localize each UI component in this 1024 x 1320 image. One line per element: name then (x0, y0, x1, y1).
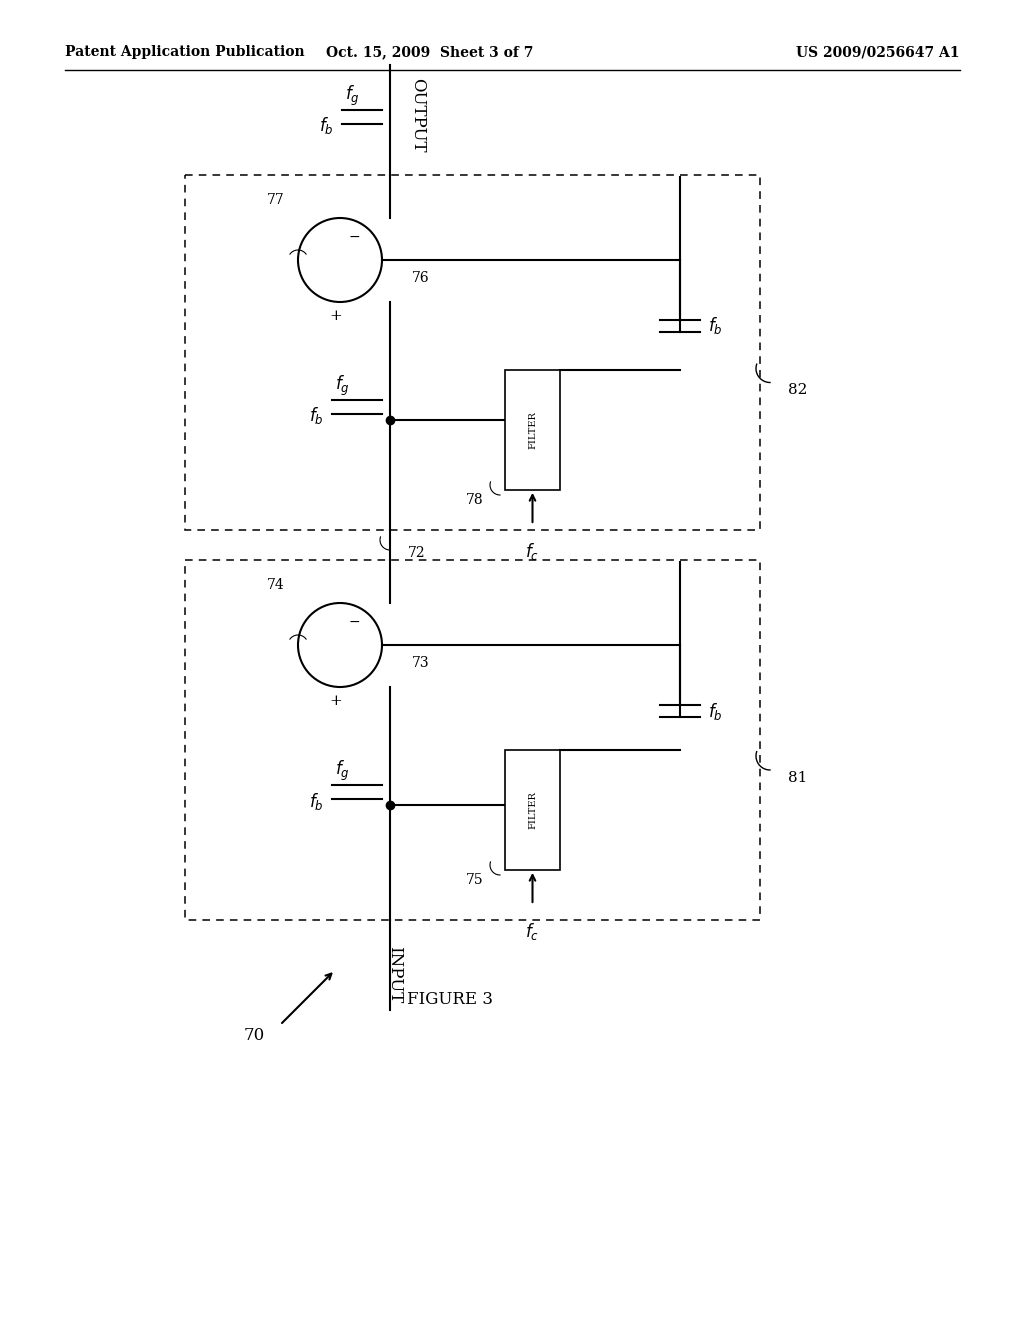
Text: US 2009/0256647 A1: US 2009/0256647 A1 (797, 45, 961, 59)
Text: $f_b$: $f_b$ (309, 791, 324, 812)
Text: FIGURE 3: FIGURE 3 (407, 991, 493, 1008)
Text: +: + (330, 309, 342, 323)
Text: 77: 77 (267, 193, 285, 207)
Text: $f_g$: $f_g$ (335, 759, 350, 783)
Text: $f_b$: $f_b$ (319, 116, 334, 136)
Bar (505, 370, 560, 490)
Text: FILTER: FILTER (528, 411, 537, 449)
Bar (185, 176, 760, 531)
Text: 81: 81 (788, 771, 807, 785)
Text: $f_g$: $f_g$ (345, 84, 360, 108)
Bar (185, 560, 760, 920)
Text: 75: 75 (466, 873, 483, 887)
Text: 82: 82 (788, 384, 807, 397)
Text: 73: 73 (412, 656, 430, 671)
Text: FILTER: FILTER (528, 791, 537, 829)
Text: $f_b$: $f_b$ (708, 701, 723, 722)
Text: −: − (349, 230, 360, 244)
Text: Patent Application Publication: Patent Application Publication (65, 45, 304, 59)
Text: 70: 70 (244, 1027, 265, 1044)
Text: +: + (330, 694, 342, 708)
Text: OUTPUT: OUTPUT (410, 78, 427, 152)
Text: 76: 76 (412, 271, 430, 285)
Text: −: − (349, 615, 360, 628)
Text: 72: 72 (408, 546, 426, 560)
Bar (505, 750, 560, 870)
Text: $f_g$: $f_g$ (335, 374, 350, 399)
Text: 78: 78 (466, 492, 483, 507)
Text: Oct. 15, 2009  Sheet 3 of 7: Oct. 15, 2009 Sheet 3 of 7 (327, 45, 534, 59)
Text: $f_b$: $f_b$ (708, 315, 723, 337)
Text: $f_c$: $f_c$ (525, 541, 540, 562)
Text: $f_c$: $f_c$ (525, 921, 540, 942)
Text: $f_b$: $f_b$ (309, 405, 324, 426)
Text: INPUT: INPUT (386, 946, 403, 1003)
Text: 74: 74 (267, 578, 285, 591)
